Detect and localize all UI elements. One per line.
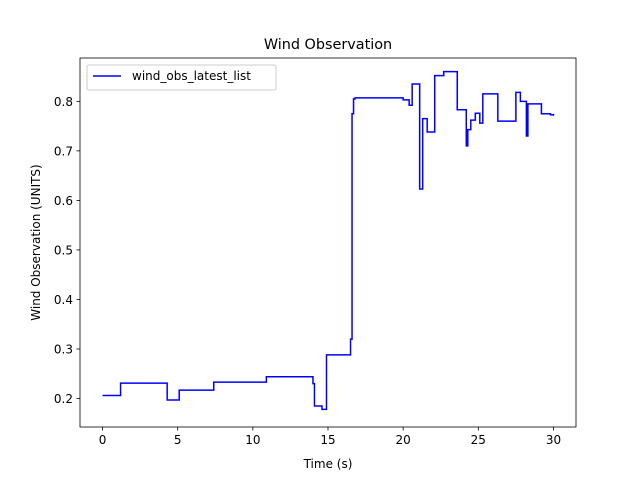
x-axis-label: Time (s): [303, 457, 353, 471]
x-tick-label: 0: [99, 433, 107, 447]
series-line: [102, 70, 555, 411]
x-tick-label: 30: [546, 433, 561, 447]
x-tick-label: 20: [396, 433, 411, 447]
x-tick-label: 5: [174, 433, 182, 447]
y-axis-label: Wind Observation (UNITS): [29, 164, 43, 320]
legend-label: wind_obs_latest_list: [132, 69, 251, 83]
legend: wind_obs_latest_list: [86, 64, 277, 91]
x-tick-label: 15: [320, 433, 335, 447]
y-tick-label: 0.7: [54, 144, 73, 158]
y-tick-label: 0.5: [54, 243, 73, 257]
x-axis: 0 5 10 15 20 25 30: [99, 427, 561, 447]
y-tick-label: 0.2: [54, 392, 73, 406]
y-axis: 0.2 0.3 0.4 0.5 0.6 0.7 0.8: [54, 95, 80, 406]
y-tick-label: 0.8: [54, 95, 73, 109]
y-tick-label: 0.4: [54, 293, 73, 307]
x-tick-label: 25: [471, 433, 486, 447]
legend-box: [86, 64, 277, 91]
y-tick-label: 0.3: [54, 342, 73, 356]
chart-title: Wind Observation: [264, 37, 392, 53]
series-layer: [102, 70, 555, 411]
y-tick-label: 0.6: [54, 194, 73, 208]
x-tick-label: 10: [245, 433, 260, 447]
